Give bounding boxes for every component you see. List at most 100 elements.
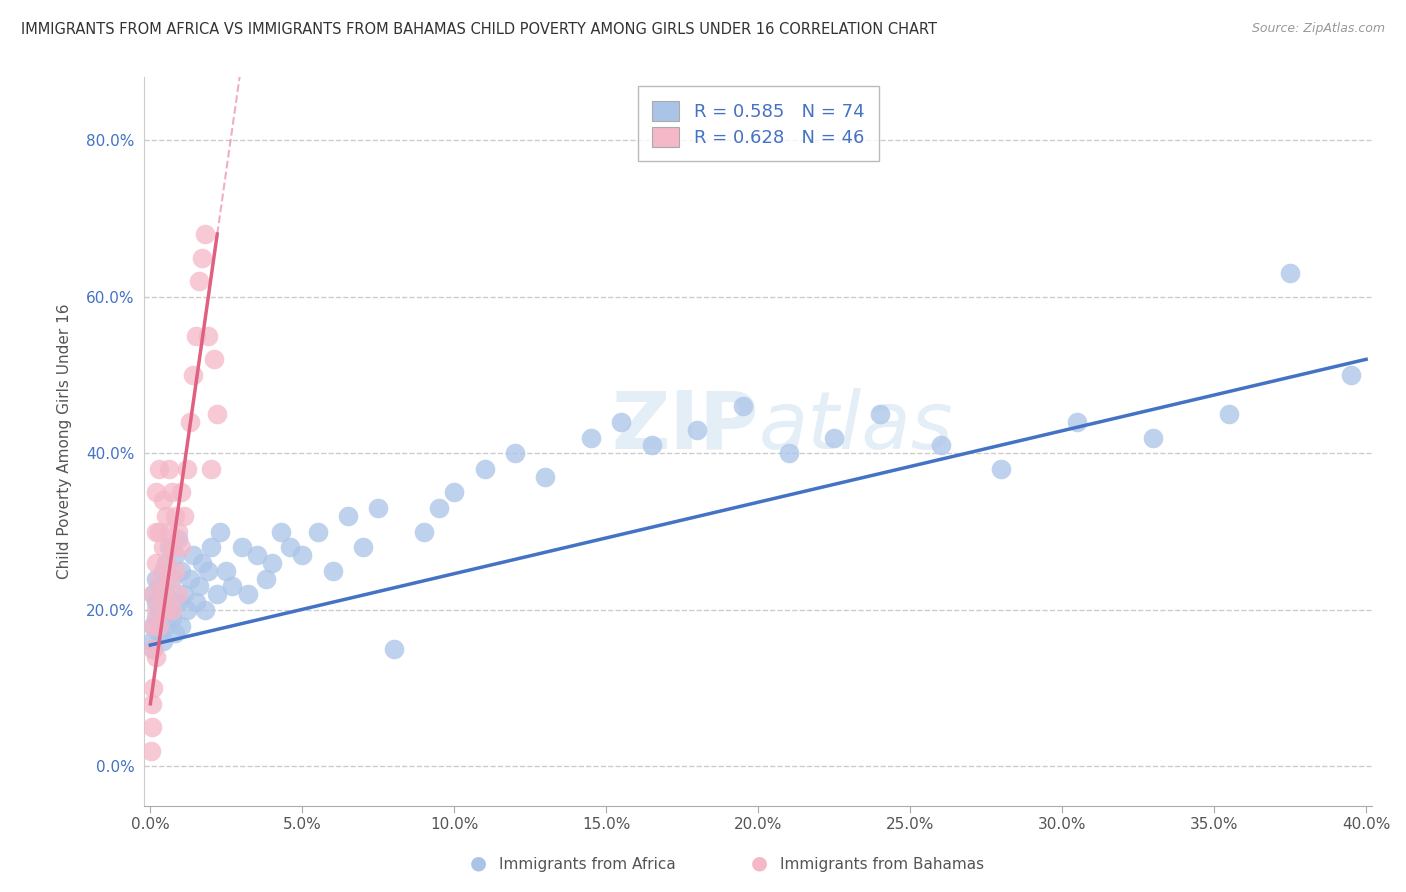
Point <box>610 415 633 429</box>
Point <box>163 508 186 523</box>
Point <box>160 603 183 617</box>
Point <box>142 642 165 657</box>
Point <box>170 485 193 500</box>
Point <box>152 564 174 578</box>
Point <box>148 618 170 632</box>
Point <box>336 508 359 523</box>
Point <box>160 572 183 586</box>
Point <box>207 587 229 601</box>
Point <box>176 462 198 476</box>
Point <box>184 595 207 609</box>
Point <box>166 533 188 547</box>
Point <box>148 572 170 586</box>
Point <box>823 431 845 445</box>
Point <box>202 352 225 367</box>
Point <box>231 540 253 554</box>
Point <box>191 251 214 265</box>
Point <box>503 446 526 460</box>
Text: ●: ● <box>470 854 486 872</box>
Point <box>188 579 211 593</box>
Point <box>270 524 292 539</box>
Point <box>197 564 219 578</box>
Point <box>427 501 450 516</box>
Point <box>307 524 329 539</box>
Point <box>145 524 167 539</box>
Point <box>145 649 167 664</box>
Point <box>236 587 259 601</box>
Text: ZIP: ZIP <box>612 388 758 466</box>
Point <box>1218 407 1240 421</box>
Point <box>148 603 170 617</box>
Point <box>160 540 183 554</box>
Point <box>641 438 664 452</box>
Point <box>152 634 174 648</box>
Point <box>148 462 170 476</box>
Point <box>145 610 167 624</box>
Point <box>157 524 180 539</box>
Point <box>1066 415 1088 429</box>
Point <box>731 399 754 413</box>
Point <box>382 642 405 657</box>
Point <box>152 540 174 554</box>
Point <box>145 603 167 617</box>
Point <box>179 415 201 429</box>
Point <box>141 720 163 734</box>
Point <box>352 540 374 554</box>
Text: atlas: atlas <box>758 388 953 466</box>
Point <box>141 744 163 758</box>
Point <box>291 548 314 562</box>
Point <box>181 368 204 382</box>
Point <box>166 587 188 601</box>
Point <box>184 328 207 343</box>
Point <box>155 603 177 617</box>
Point <box>869 407 891 421</box>
Point <box>142 681 165 695</box>
Point <box>200 462 222 476</box>
Point <box>157 572 180 586</box>
Point <box>1340 368 1362 382</box>
Point <box>142 587 165 601</box>
Point <box>246 548 269 562</box>
Text: IMMIGRANTS FROM AFRICA VS IMMIGRANTS FROM BAHAMAS CHILD POVERTY AMONG GIRLS UNDE: IMMIGRANTS FROM AFRICA VS IMMIGRANTS FRO… <box>21 22 936 37</box>
Point <box>166 524 188 539</box>
Point <box>160 610 183 624</box>
Point <box>166 595 188 609</box>
Point <box>170 564 193 578</box>
Point <box>1142 431 1164 445</box>
Point <box>141 697 163 711</box>
Point <box>173 587 195 601</box>
Point <box>254 572 277 586</box>
Point <box>322 564 344 578</box>
Text: Immigrants from Bahamas: Immigrants from Bahamas <box>780 857 984 872</box>
Point <box>215 564 238 578</box>
Point <box>534 469 557 483</box>
Point <box>145 572 167 586</box>
Point <box>155 587 177 601</box>
Point <box>181 548 204 562</box>
Point <box>142 618 165 632</box>
Point <box>579 431 602 445</box>
Point <box>173 508 195 523</box>
Point <box>443 485 465 500</box>
Point <box>194 603 217 617</box>
Point <box>145 556 167 570</box>
Point <box>188 274 211 288</box>
Point <box>207 407 229 421</box>
Point <box>170 540 193 554</box>
Point <box>221 579 243 593</box>
Point <box>157 462 180 476</box>
Point <box>160 485 183 500</box>
Point <box>157 540 180 554</box>
Point <box>474 462 496 476</box>
Point <box>990 462 1012 476</box>
Point <box>163 626 186 640</box>
Point <box>163 564 186 578</box>
Point <box>163 548 186 562</box>
Point <box>686 423 709 437</box>
Point <box>413 524 436 539</box>
Point <box>278 540 301 554</box>
Point <box>142 587 165 601</box>
Point <box>148 524 170 539</box>
Point <box>148 579 170 593</box>
Point <box>155 618 177 632</box>
